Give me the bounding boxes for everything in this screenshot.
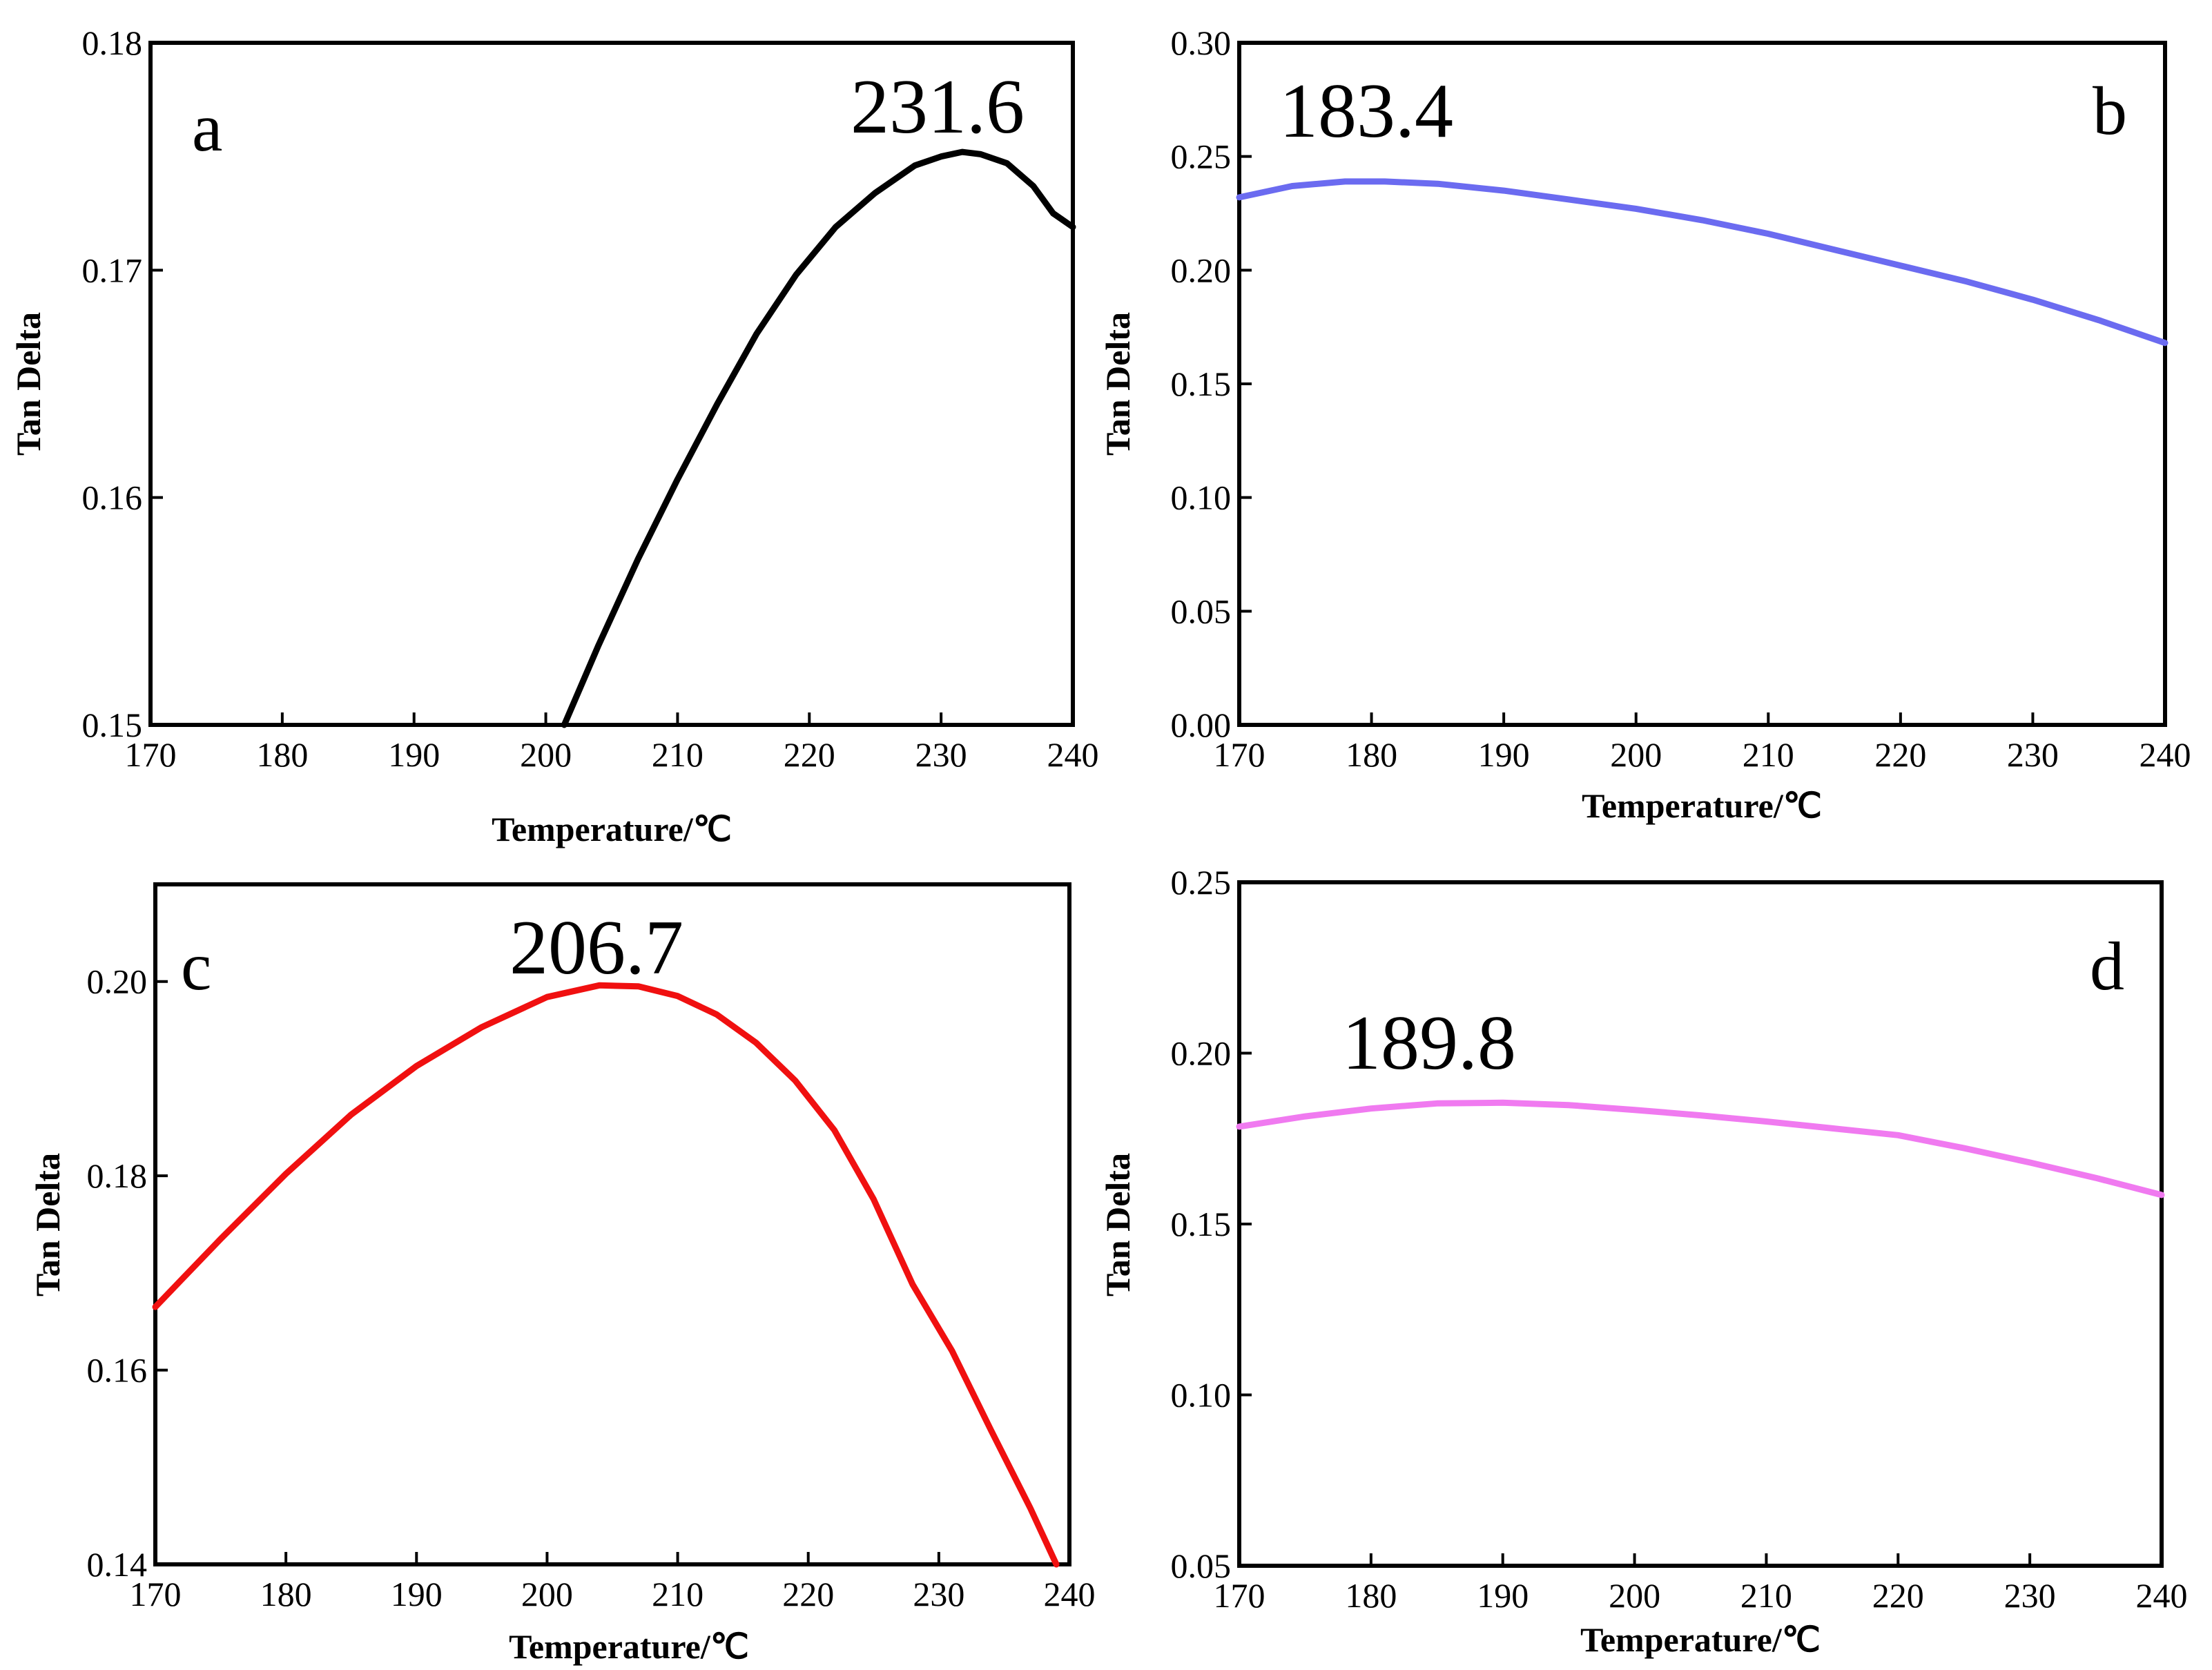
panel-c-letter: c [181, 928, 211, 1004]
panel-c-y-tick-labels: 0.14 0.16 0.18 0.20 [87, 962, 148, 1584]
panel-a-y-axis-title: Tan Delta [9, 312, 48, 456]
panel-b-x-tick-label: 170 [1214, 735, 1265, 774]
panel-b-y-axis-title: Tan Delta [1098, 312, 1137, 456]
panel-c-y-tick-label: 0.18 [87, 1156, 148, 1195]
panel-a: 170 180 190 200 210 220 230 240 0.15 0.1… [9, 23, 1099, 848]
panel-a-series-line [561, 148, 1076, 728]
panel-b-x-tick-label: 180 [1346, 735, 1397, 774]
panel-d-x-tick-label: 190 [1477, 1576, 1529, 1615]
panel-d-y-tick-label: 0.25 [1171, 863, 1232, 902]
panel-c-series-line [152, 982, 1060, 1568]
panel-a-frame [148, 41, 1075, 727]
panel-d-peak-label: 189.8 [1342, 1000, 1516, 1086]
panel-b-x-tick-label: 230 [2007, 735, 2059, 774]
panel-a-x-tick-label: 180 [256, 735, 308, 774]
panel-b-x-tick-labels: 170 180 190 200 210 220 230 240 [1214, 735, 2191, 774]
panel-a-x-axis-title: Temperature/℃ [492, 810, 732, 848]
panel-d-y-tick-labels: 0.05 0.10 0.15 0.20 0.25 [1171, 863, 1232, 1585]
panel-c-peak-label: 206.7 [510, 905, 683, 991]
panel-a-x-tick-label: 230 [915, 735, 967, 774]
panel-a-x-tick-label: 200 [520, 735, 572, 774]
panel-a-ticks [149, 41, 1074, 726]
panel-a-x-tick-label: 170 [125, 735, 177, 774]
panel-c: 170 180 190 200 210 220 230 240 0.14 0.1… [28, 882, 1096, 1666]
panel-c-x-tick-label: 210 [652, 1575, 704, 1613]
panel-d-x-tick-label: 240 [2136, 1576, 2188, 1615]
panel-b-y-tick-label: 0.15 [1171, 365, 1232, 403]
panel-c-y-axis-title: Tan Delta [28, 1153, 67, 1297]
panel-d-y-tick-label: 0.05 [1171, 1546, 1232, 1585]
panel-d-x-tick-label: 220 [1872, 1576, 1924, 1615]
panel-a-x-tick-label: 240 [1047, 735, 1099, 774]
panel-c-y-tick-label: 0.16 [87, 1351, 148, 1390]
panel-c-y-tick-label: 0.14 [87, 1545, 148, 1584]
panel-a-y-tick-label: 0.15 [82, 706, 143, 744]
panel-d-x-tick-label: 170 [1214, 1576, 1265, 1615]
panel-d: 170 180 190 200 210 220 230 240 0.05 0.1… [1098, 863, 2188, 1659]
panel-d-x-axis-title: Temperature/℃ [1580, 1620, 1821, 1659]
panel-b-x-tick-label: 210 [1743, 735, 1794, 774]
panel-a-y-tick-label: 0.17 [82, 251, 143, 289]
panel-a-x-tick-label: 210 [652, 735, 704, 774]
panel-d-y-tick-label: 0.20 [1171, 1034, 1232, 1073]
panel-c-x-tick-label: 240 [1044, 1575, 1096, 1613]
panel-a-x-tick-label: 190 [388, 735, 440, 774]
panel-c-x-tick-label: 170 [130, 1575, 182, 1613]
panel-a-letter: a [192, 89, 222, 166]
panel-d-series-line [1236, 1099, 2165, 1198]
panel-a-y-tick-label: 0.18 [82, 23, 143, 62]
panel-a-y-tick-label: 0.16 [82, 478, 143, 517]
panel-b-letter: b [2093, 72, 2127, 149]
panel-c-x-tick-label: 180 [260, 1575, 312, 1613]
panel-b-x-axis-title: Temperature/℃ [1582, 786, 1822, 825]
panel-b-x-tick-label: 240 [2140, 735, 2191, 774]
panel-b-y-tick-label: 0.10 [1171, 478, 1232, 517]
panel-b-ticks [1238, 41, 2166, 726]
panel-d-x-tick-label: 210 [1740, 1576, 1792, 1615]
panel-a-y-tick-labels: 0.15 0.16 0.17 0.18 [82, 23, 143, 744]
panel-c-x-tick-label: 230 [913, 1575, 964, 1613]
panel-d-x-tick-label: 200 [1609, 1576, 1660, 1615]
panel-c-x-tick-label: 190 [391, 1575, 443, 1613]
panel-d-y-tick-label: 0.10 [1171, 1376, 1232, 1415]
panel-b-peak-label: 183.4 [1279, 68, 1453, 154]
panel-d-x-tick-label: 180 [1345, 1576, 1397, 1615]
panel-a-x-tick-label: 220 [784, 735, 835, 774]
panel-d-y-axis-title: Tan Delta [1098, 1153, 1137, 1297]
panel-c-x-axis-title: Temperature/℃ [509, 1627, 749, 1666]
panel-b: 170 180 190 200 210 220 230 240 0.00 0.0… [1098, 23, 2191, 825]
panel-c-ticks [154, 980, 1071, 1566]
panel-c-x-tick-labels: 170 180 190 200 210 220 230 240 [130, 1575, 1096, 1613]
panel-b-x-tick-label: 200 [1610, 735, 1662, 774]
panel-b-y-tick-label: 0.20 [1171, 251, 1232, 289]
panel-d-x-tick-label: 230 [2004, 1576, 2056, 1615]
panel-b-y-tick-label: 0.05 [1171, 592, 1232, 630]
panel-d-ticks [1238, 881, 2163, 1567]
panel-b-x-tick-label: 220 [1874, 735, 1926, 774]
panel-c-x-tick-label: 200 [521, 1575, 573, 1613]
panel-b-y-tick-label: 0.00 [1171, 706, 1232, 744]
panel-d-letter: d [2090, 928, 2124, 1004]
panel-a-x-tick-labels: 170 180 190 200 210 220 230 240 [125, 735, 1099, 774]
panel-b-y-tick-labels: 0.00 0.05 0.10 0.15 0.20 0.25 0.30 [1171, 23, 1232, 744]
panel-b-x-tick-label: 190 [1478, 735, 1530, 774]
panel-b-y-tick-label: 0.25 [1171, 137, 1232, 176]
panel-d-x-tick-labels: 170 180 190 200 210 220 230 240 [1214, 1576, 2188, 1615]
panel-b-y-tick-label: 0.30 [1171, 23, 1232, 62]
panel-c-frame [153, 882, 1071, 1566]
panel-d-y-tick-label: 0.15 [1171, 1205, 1232, 1243]
panel-c-x-tick-label: 220 [782, 1575, 834, 1613]
panel-a-peak-label: 231.6 [851, 64, 1025, 150]
panel-c-y-tick-label: 0.20 [87, 962, 148, 1001]
panel-b-series-line [1236, 178, 2169, 347]
